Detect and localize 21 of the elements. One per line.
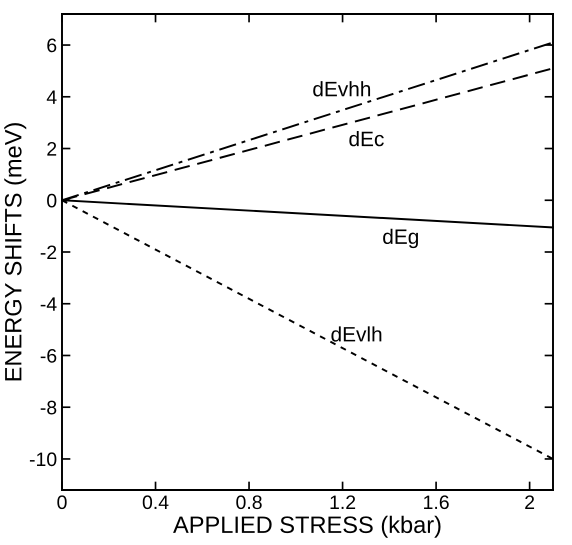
x-axis-title: APPLIED STRESS (kbar) <box>173 516 441 538</box>
x-tick-label: 1.2 <box>330 495 356 509</box>
y-tick-label: -4 <box>40 297 57 311</box>
y-tick-label: -6 <box>40 348 56 363</box>
y-axis-title: ENERGY SHIFTS (meV) <box>4 123 26 380</box>
series-label: dEg <box>383 228 418 248</box>
y-tick-label: -10 <box>30 452 56 466</box>
y-tick-label: 4 <box>46 90 57 104</box>
x-tick-label: 0 <box>57 495 67 510</box>
series-label: dEvhh <box>313 81 370 96</box>
series-label: dEc <box>349 130 384 146</box>
x-tick-label: 0.4 <box>142 495 168 510</box>
y-tick-label: 0 <box>47 194 56 208</box>
y-tick-label: -2 <box>40 245 56 260</box>
y-tick-label: -8 <box>40 400 56 414</box>
y-tick-label: 2 <box>47 142 56 156</box>
x-tick-label: 1.6 <box>424 495 449 510</box>
x-tick-label: 0.8 <box>236 495 262 510</box>
x-tick-label: 2 <box>525 495 534 509</box>
series-label: dEvlh <box>331 326 382 342</box>
y-tick-label: 6 <box>47 38 56 52</box>
